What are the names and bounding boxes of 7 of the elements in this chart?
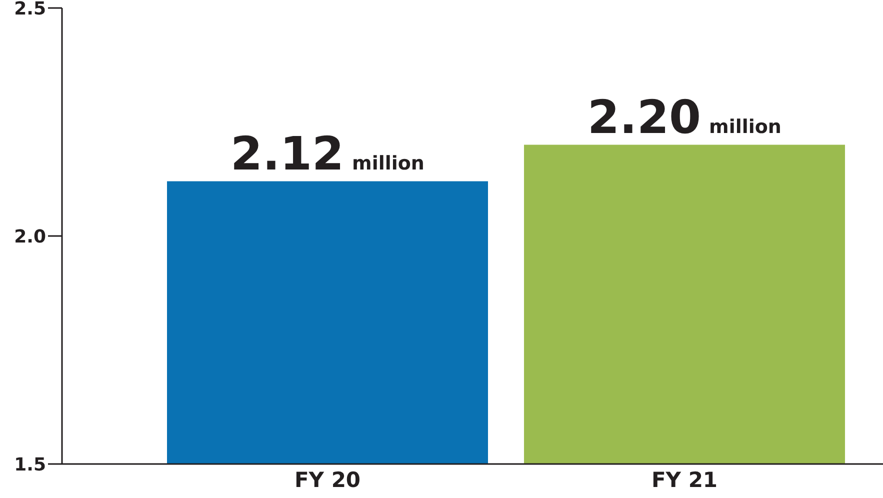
x-tick-label: FY 21 (651, 468, 718, 492)
y-tick-label: 2.5 (14, 0, 46, 20)
y-tick-label: 2.0 (14, 226, 46, 248)
data-label: 2.12 million (230, 126, 424, 180)
y-tick-label: 1.5 (14, 454, 46, 476)
data-label: 2.20 million (588, 90, 782, 144)
x-tick-label: FY 20 (294, 468, 361, 492)
